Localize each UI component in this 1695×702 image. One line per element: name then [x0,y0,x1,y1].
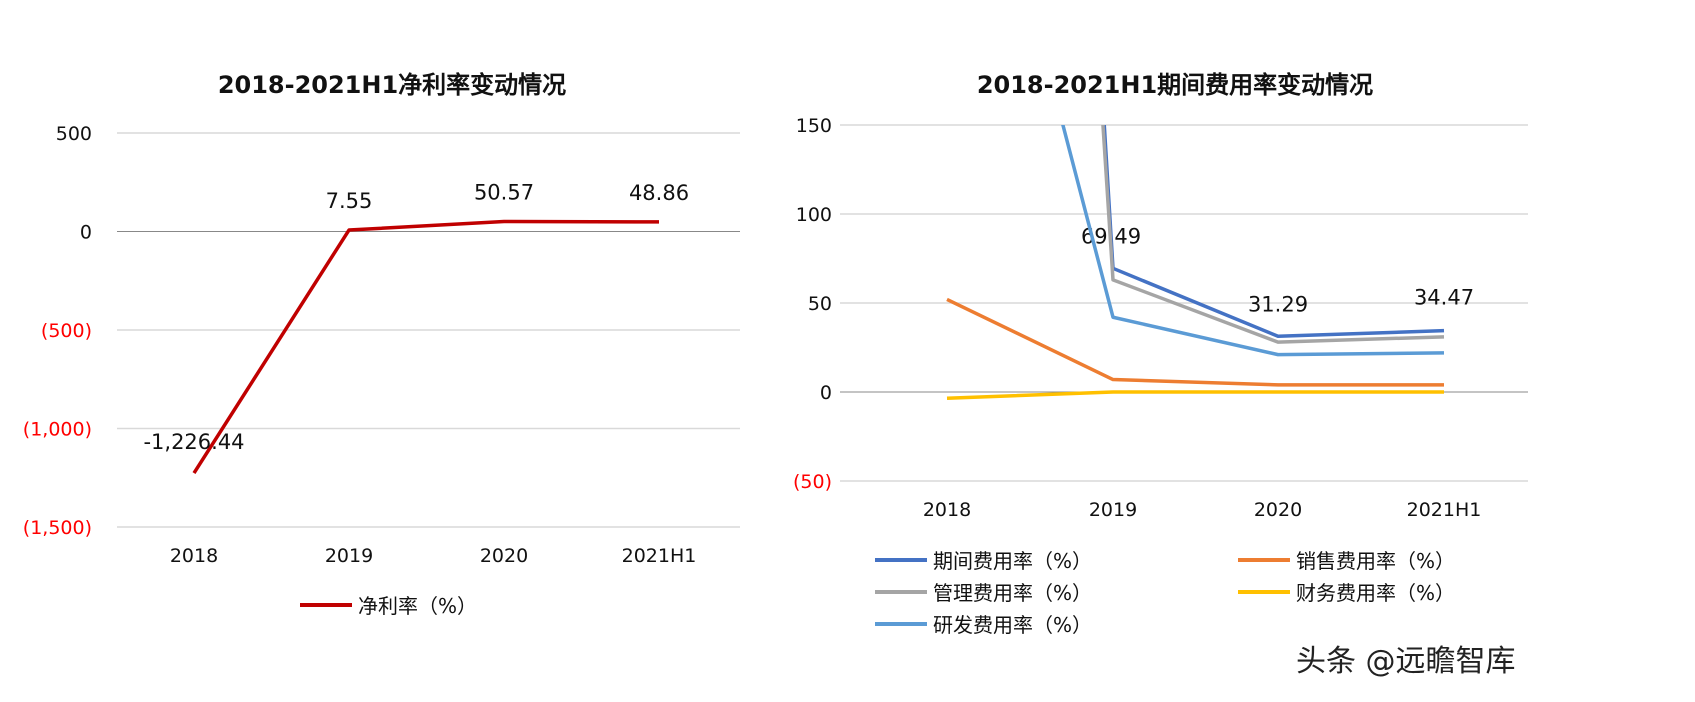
x-tick-label: 2019 [1089,499,1137,521]
chart-2: 2018-2021H1期间费用率变动情况 150 100 50 0 (50) 2018 201… [793,71,1528,637]
data-label: 34.47 [1414,286,1474,310]
x-tick-label: 2021H1 [1407,499,1482,521]
y-tick-label: 500 [56,123,92,145]
series-line [1101,125,1445,344]
y-tick-label: (1,000) [23,419,92,441]
legend-label: 期间费用率（%） [933,549,1092,573]
legend-label: 管理费用率（%） [933,581,1092,605]
legend-label: 销售费用率（%） [1296,549,1455,573]
legend-item: 期间费用率（%） [875,549,1092,573]
watermark: 头条 @远瞻智库 [1296,644,1516,679]
chart-title: 2018-2021H1期间费用率变动情况 [977,71,1373,99]
y-tick-label: 150 [796,115,832,137]
legend-label: 净利率（%） [358,594,477,618]
x-tick-label: 2018 [170,545,218,567]
legend-item: 财务费用率（%） [1238,581,1455,605]
y-tick-label: 50 [808,293,832,315]
data-label: 48.86 [629,181,689,205]
y-tick-label: (1,500) [23,517,92,539]
x-tick-label: 2020 [480,545,528,567]
y-tick-label: (50) [793,471,832,493]
y-tick-label: 0 [80,222,92,244]
series-line [1102,125,1445,339]
data-label: 31.29 [1248,292,1308,316]
series-line [946,390,1444,400]
series-line [946,297,1444,387]
legend-label: 财务费用率（%） [1296,581,1455,605]
data-label: 7.55 [326,189,373,213]
y-tick-label: 0 [820,382,832,404]
x-tick-label: 2019 [325,545,373,567]
legend-item: 销售费用率（%） [1238,549,1455,573]
chart-1: 2018-2021H1净利率变动情况 500 0 (500) (1,000) (1,500… [23,71,740,618]
x-tick-label: 2021H1 [622,545,697,567]
y-tick-label: (500) [41,320,92,342]
series-line [1061,125,1445,357]
data-label: -1,226.44 [143,430,244,454]
series-line [192,219,660,475]
legend-item: 管理费用率（%） [875,581,1092,605]
legend-item: 净利率（%） [300,594,477,618]
chart-title: 2018-2021H1净利率变动情况 [218,71,566,99]
x-tick-label: 2018 [923,499,971,521]
legend-label: 研发费用率（%） [933,613,1092,637]
legend-item: 研发费用率（%） [875,613,1092,637]
x-tick-label: 2020 [1254,499,1302,521]
data-label: 50.57 [474,181,534,205]
y-tick-label: 100 [796,204,832,226]
